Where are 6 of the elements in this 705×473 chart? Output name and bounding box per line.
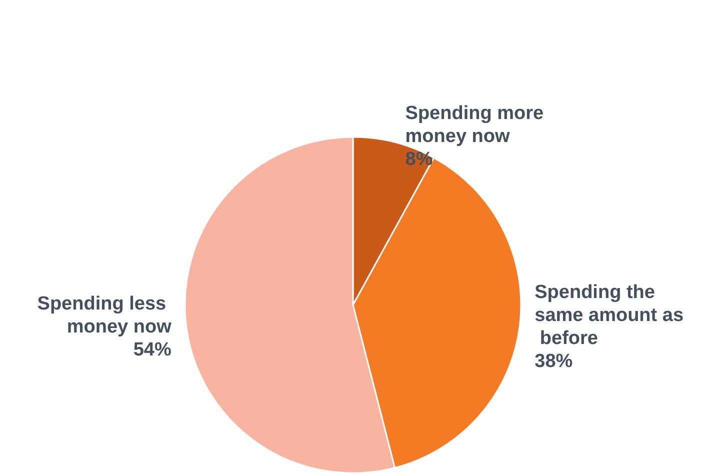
slice-label: Spending the same amount as before xyxy=(534,282,684,349)
slice-label: Spending more money now xyxy=(405,102,549,147)
slice-label: Spending less money now xyxy=(37,293,172,338)
data-label: 8% xyxy=(405,148,433,170)
data-label: 54% xyxy=(133,339,172,360)
data-label: 38% xyxy=(534,350,573,372)
